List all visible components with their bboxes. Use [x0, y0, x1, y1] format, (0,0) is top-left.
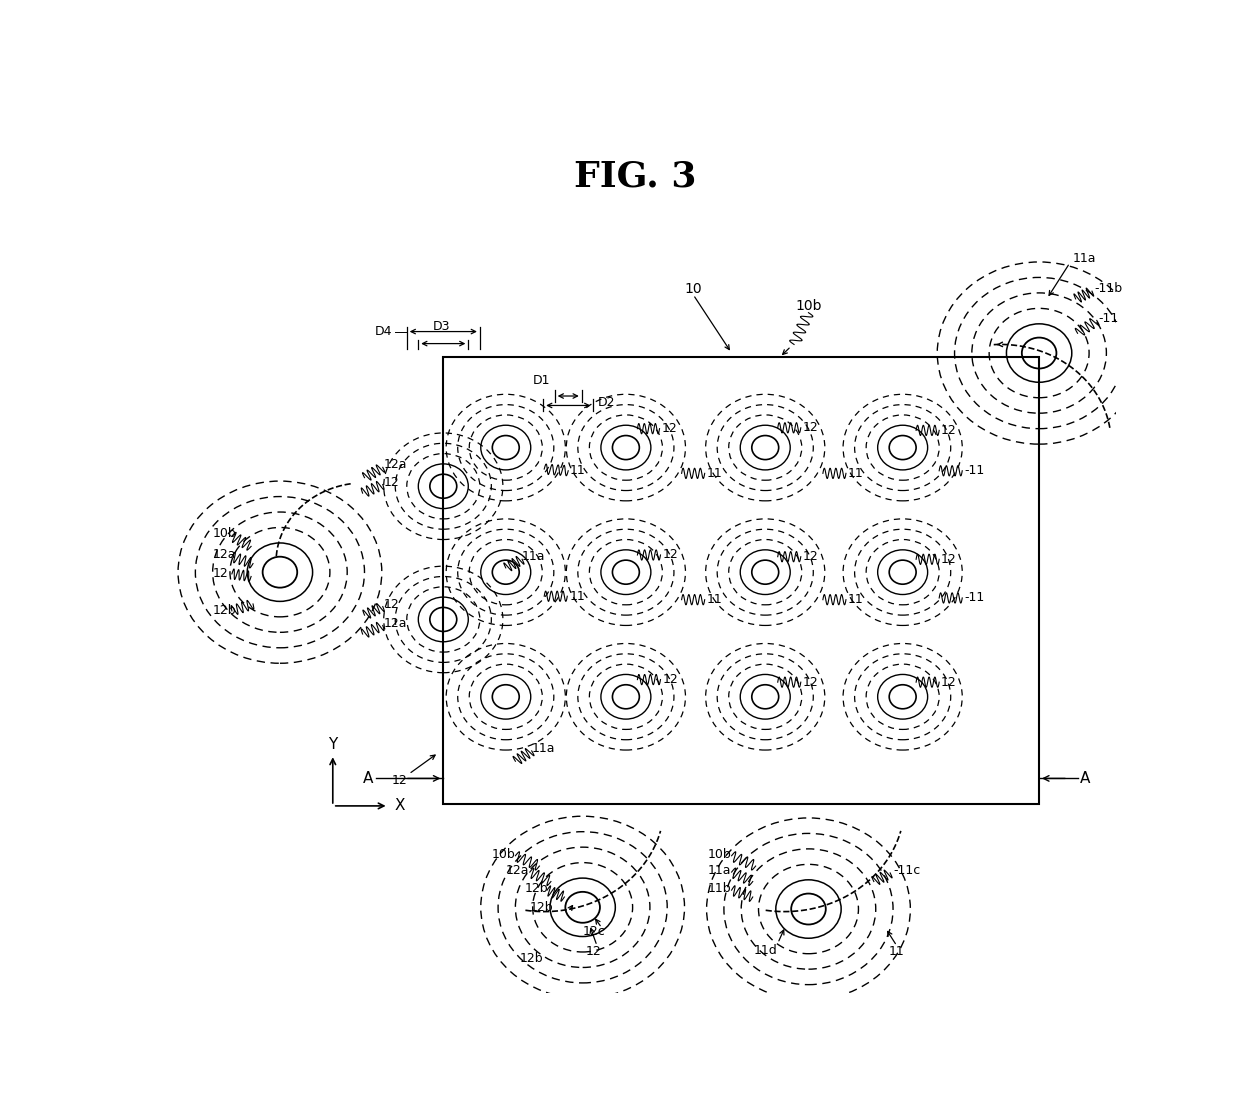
Text: D1: D1	[532, 374, 551, 386]
Text: 11b: 11b	[708, 882, 732, 895]
Text: 12: 12	[802, 675, 818, 689]
Text: 12b: 12b	[213, 605, 237, 617]
Text: -11: -11	[1099, 312, 1118, 325]
Text: 12a: 12a	[383, 617, 407, 631]
Text: 12: 12	[585, 945, 601, 959]
Text: 12: 12	[213, 567, 228, 580]
Text: 11: 11	[707, 594, 723, 606]
Text: 11d: 11d	[754, 944, 777, 956]
Text: FIG. 3: FIG. 3	[574, 160, 697, 194]
Text: 11: 11	[848, 466, 863, 480]
Text: 12: 12	[661, 422, 677, 435]
Text: A: A	[1080, 771, 1090, 786]
Text: 12: 12	[392, 773, 408, 787]
Bar	[444, 357, 1039, 805]
Text: 11: 11	[848, 594, 863, 606]
Text: 12: 12	[383, 477, 399, 489]
Text: 11a: 11a	[708, 864, 732, 877]
Text: 12: 12	[662, 673, 678, 686]
Text: -11: -11	[965, 464, 985, 478]
Text: Y: Y	[329, 737, 337, 751]
Text: 10: 10	[684, 281, 702, 296]
Text: 11: 11	[570, 464, 587, 478]
Text: -11c: -11c	[893, 864, 920, 877]
Text: 12b: 12b	[525, 882, 548, 895]
Text: 12b: 12b	[520, 952, 543, 965]
Text: 12a: 12a	[213, 548, 236, 561]
Text: 12b: 12b	[529, 901, 553, 914]
Text: D3: D3	[433, 320, 450, 334]
Text: 12: 12	[662, 548, 678, 561]
Text: D4: D4	[374, 325, 392, 338]
Text: 12: 12	[383, 598, 399, 612]
Text: 12: 12	[941, 552, 957, 566]
Text: 11a: 11a	[532, 742, 556, 754]
Text: 10b: 10b	[708, 847, 732, 860]
Text: 12: 12	[941, 424, 957, 436]
Text: 11a: 11a	[1073, 252, 1096, 264]
Text: -11: -11	[965, 591, 985, 605]
Text: 12: 12	[802, 550, 818, 564]
Text: 12a: 12a	[383, 459, 407, 471]
Text: 10b: 10b	[491, 847, 515, 860]
Text: 11: 11	[569, 589, 585, 603]
Text: -11b: -11b	[1095, 282, 1123, 295]
Text: 10b: 10b	[795, 299, 822, 312]
Text: X: X	[394, 798, 405, 814]
Text: 11a: 11a	[522, 550, 546, 564]
Text: 12a: 12a	[506, 864, 529, 877]
Text: 10b: 10b	[213, 527, 237, 540]
Text: 11: 11	[888, 945, 904, 959]
Text: 11: 11	[707, 466, 723, 480]
Text: 12: 12	[802, 422, 818, 434]
Text: D2: D2	[598, 395, 615, 408]
Text: A: A	[363, 771, 373, 786]
Text: 12c: 12c	[583, 925, 605, 937]
Text: 12: 12	[941, 675, 957, 689]
